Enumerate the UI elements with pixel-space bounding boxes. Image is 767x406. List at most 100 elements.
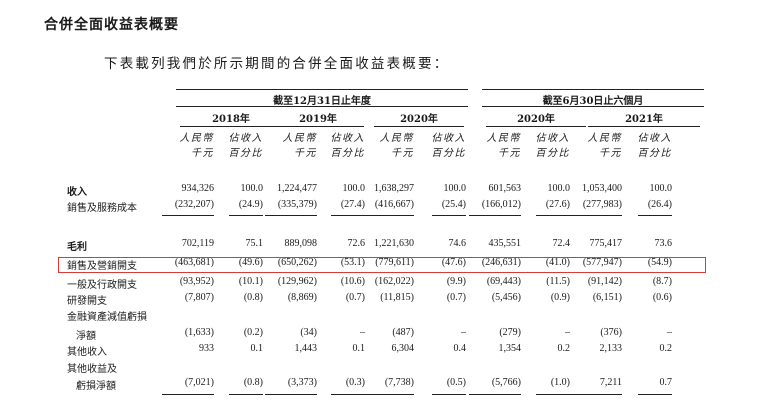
percentage-cell: – — [461, 327, 466, 338]
percentage-cell: (0.8) — [243, 292, 263, 303]
percentage-cell: (8.7) — [652, 276, 672, 287]
row-label: 銷售及營銷開支 — [67, 261, 137, 272]
amount-cell: (34) — [300, 327, 317, 338]
subtotal-rule — [331, 394, 365, 395]
subheader-percentage-line: 百分比 — [637, 148, 672, 159]
subheader-amount-line: 千元 — [599, 148, 622, 159]
percentage-cell: (11.5) — [546, 276, 570, 287]
year-underline — [272, 126, 364, 127]
percentage-cell: 72.4 — [552, 238, 571, 249]
percentage-cell: (24.9) — [238, 199, 263, 210]
amount-cell: (279) — [499, 327, 521, 338]
subheader-amount-line: 千元 — [391, 148, 414, 159]
subheader-amount-line: 千元 — [294, 148, 317, 159]
percentage-cell: 100.0 — [240, 183, 264, 194]
section-title: 合併全面收益表概要 — [44, 17, 179, 33]
subheader-percentage-line: 佔收入 — [228, 133, 263, 144]
row-label: 研發開支 — [67, 296, 107, 307]
amount-cell: 889,098 — [284, 238, 318, 249]
percentage-cell: (10.1) — [238, 276, 263, 287]
subtotal-rule — [536, 394, 570, 395]
amount-cell: 702,119 — [181, 238, 214, 249]
amount-cell: 1,053,400 — [582, 183, 622, 194]
percentage-cell: 72.6 — [347, 238, 366, 249]
subtotal-rule — [229, 215, 263, 216]
amount-cell: 775,417 — [589, 238, 623, 249]
subheader-amount-line: 千元 — [498, 148, 521, 159]
subheader-percentage-line: 佔收入 — [535, 133, 570, 144]
subtotal-rule — [432, 215, 466, 216]
subheader-amount: 人民幣 千元 — [283, 131, 318, 161]
amount-cell: (779,611) — [375, 257, 414, 268]
subtotal-rule — [432, 394, 466, 395]
subheader-amount-line: 人民幣 — [179, 133, 214, 144]
percentage-cell: (27.6) — [545, 199, 570, 210]
header-half-year: 截至6月30日止六個月 — [542, 96, 644, 107]
subheader-percentage-line: 佔收入 — [637, 133, 672, 144]
year-header: 2018年 — [212, 114, 250, 125]
percentage-cell: (9.9) — [446, 276, 466, 287]
subtotal-rule — [265, 215, 317, 216]
year-underline — [180, 126, 282, 127]
percentage-cell: 73.6 — [654, 238, 673, 249]
subtotal-rule — [265, 394, 317, 395]
subheader-percentage: 佔收入 百分比 — [432, 131, 467, 161]
percentage-cell: 100.0 — [649, 183, 673, 194]
percentage-cell: (53.1) — [340, 257, 365, 268]
subtotal-rule — [331, 215, 365, 216]
amount-cell: (650,262) — [277, 257, 317, 268]
amount-cell: (577,947) — [582, 257, 622, 268]
amount-cell: (7,021) — [184, 377, 214, 388]
percentage-cell: (0.8) — [243, 377, 263, 388]
percentage-cell: (0.5) — [446, 377, 466, 388]
percentage-cell: 75.1 — [245, 238, 264, 249]
subheader-amount-line: 千元 — [191, 148, 214, 159]
percentage-cell: (1.0) — [550, 377, 570, 388]
subheader-percentage-line: 佔收入 — [330, 133, 365, 144]
amount-cell: (376) — [600, 327, 622, 338]
percentage-cell: 100.0 — [547, 183, 571, 194]
amount-cell: (487) — [392, 327, 414, 338]
subheader-amount: 人民幣 千元 — [487, 131, 522, 161]
amount-cell: (69,443) — [486, 276, 521, 287]
subtotal-rule — [229, 394, 263, 395]
subtotal-rule — [638, 215, 672, 216]
amount-cell: 6,304 — [391, 343, 415, 354]
row-label: 其他收入 — [67, 347, 107, 358]
percentage-cell: 0.7 — [659, 377, 673, 388]
percentage-cell: (10.6) — [340, 276, 365, 287]
subtotal-rule — [536, 215, 570, 216]
percentage-cell: (49.6) — [238, 257, 263, 268]
amount-cell: (463,681) — [174, 257, 214, 268]
percentage-cell: 0.2 — [659, 343, 673, 354]
amount-cell: (3,373) — [287, 377, 317, 388]
percentage-cell: 100.0 — [443, 183, 467, 194]
amount-cell: (335,379) — [277, 199, 317, 210]
subheader-amount: 人民幣千元 — [180, 131, 215, 161]
percentage-cell: (0.6) — [652, 292, 672, 303]
subheader-percentage: 佔收入 百分比 — [638, 131, 673, 161]
amount-cell: (416,667) — [374, 199, 414, 210]
subtotal-rule — [362, 215, 414, 216]
year-underline — [486, 126, 586, 127]
header-full-year: 截至12月31日止年度 — [273, 96, 371, 107]
amount-cell: (277,983) — [582, 199, 622, 210]
subheader-percentage: 佔收入 百分比 — [536, 131, 571, 161]
amount-cell: (5,456) — [491, 292, 521, 303]
percentage-cell: (0.3) — [345, 377, 365, 388]
amount-cell: (162,022) — [374, 276, 414, 287]
percentage-cell: – — [667, 327, 672, 338]
subtotal-rule — [570, 215, 622, 216]
amount-cell: (1,633) — [184, 327, 214, 338]
amount-cell: 1,354 — [498, 343, 522, 354]
row-label: 金融資產減值虧損 — [67, 312, 147, 323]
subheader-percentage-line: 百分比 — [228, 148, 263, 159]
amount-cell: (6,151) — [592, 292, 622, 303]
percentage-cell: 0.4 — [453, 343, 467, 354]
percentage-cell: 0.1 — [250, 343, 264, 354]
amount-cell: 1,443 — [294, 343, 318, 354]
highlight-box — [58, 257, 706, 273]
amount-cell: 435,551 — [488, 238, 522, 249]
amount-cell: (129,962) — [277, 276, 317, 287]
row-label: 一般及行政開支 — [67, 280, 137, 291]
